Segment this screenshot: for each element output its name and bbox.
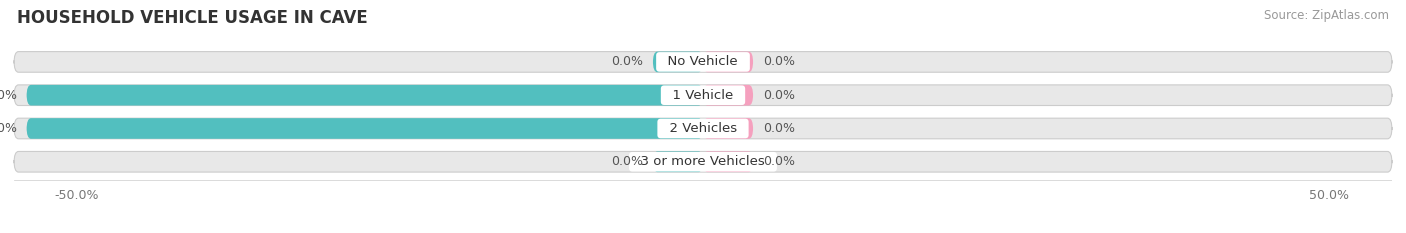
- FancyBboxPatch shape: [703, 51, 754, 72]
- Text: HOUSEHOLD VEHICLE USAGE IN CAVE: HOUSEHOLD VEHICLE USAGE IN CAVE: [17, 9, 367, 27]
- FancyBboxPatch shape: [652, 151, 703, 172]
- FancyBboxPatch shape: [703, 118, 754, 139]
- Text: 50.0%: 50.0%: [0, 122, 17, 135]
- FancyBboxPatch shape: [27, 118, 703, 139]
- Text: 3 or more Vehicles: 3 or more Vehicles: [633, 155, 773, 168]
- Text: 0.0%: 0.0%: [610, 155, 643, 168]
- Text: Source: ZipAtlas.com: Source: ZipAtlas.com: [1264, 9, 1389, 22]
- FancyBboxPatch shape: [27, 85, 703, 106]
- Text: 0.0%: 0.0%: [763, 89, 796, 102]
- FancyBboxPatch shape: [652, 51, 703, 72]
- FancyBboxPatch shape: [14, 118, 1392, 139]
- FancyBboxPatch shape: [14, 151, 1392, 172]
- Text: 0.0%: 0.0%: [763, 55, 796, 69]
- FancyBboxPatch shape: [703, 85, 754, 106]
- FancyBboxPatch shape: [703, 151, 754, 172]
- Text: 2 Vehicles: 2 Vehicles: [661, 122, 745, 135]
- Text: 50.0%: 50.0%: [0, 89, 17, 102]
- Text: No Vehicle: No Vehicle: [659, 55, 747, 69]
- Text: 0.0%: 0.0%: [763, 155, 796, 168]
- FancyBboxPatch shape: [14, 51, 1392, 72]
- FancyBboxPatch shape: [14, 85, 1392, 106]
- Text: 0.0%: 0.0%: [763, 122, 796, 135]
- Text: 0.0%: 0.0%: [610, 55, 643, 69]
- Text: 1 Vehicle: 1 Vehicle: [664, 89, 742, 102]
